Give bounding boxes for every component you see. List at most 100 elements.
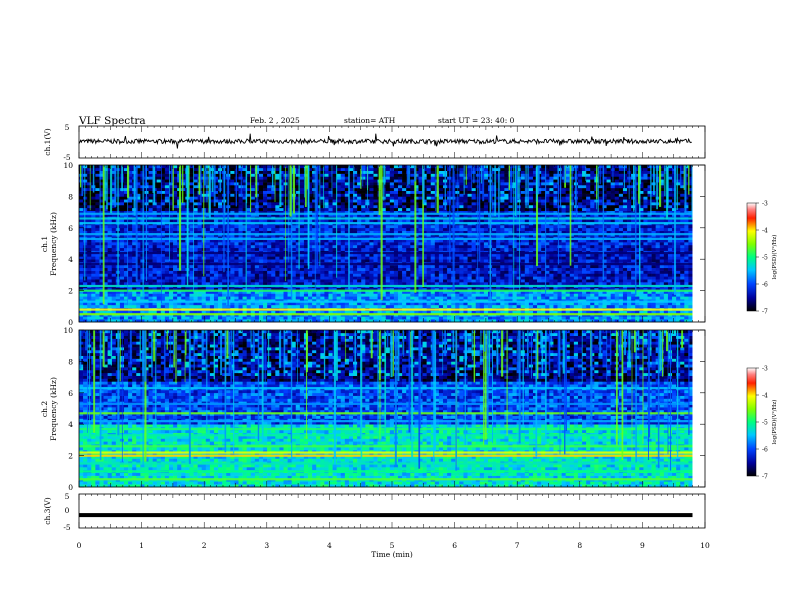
spectrogram-cell: [480, 276, 484, 279]
spectrogram-cell: [353, 293, 357, 296]
spectrogram-cell: [504, 265, 508, 268]
spectrogram-cell: [443, 279, 447, 282]
spectrogram-cell: [95, 265, 99, 268]
spectrogram-cell: [619, 265, 623, 268]
spectrogram-cell: [639, 293, 643, 296]
spectrogram-cell: [447, 316, 451, 319]
spectrogram-cell: [79, 296, 83, 299]
spectrogram-cell: [541, 268, 545, 271]
spectrogram-cell: [386, 316, 390, 319]
spectrogram-cell: [549, 276, 553, 279]
spectrogram-cell: [631, 279, 635, 282]
spectrogram-cell: [214, 273, 218, 276]
spectrogram-cell: [406, 271, 410, 274]
spectrogram-cell: [210, 305, 214, 308]
spectrogram-cell: [431, 276, 435, 279]
spectrogram-cell: [324, 296, 328, 299]
spectrogram-cell: [140, 282, 144, 285]
spectrogram-cell: [484, 282, 488, 285]
spectrogram-cell: [365, 273, 369, 276]
spectrogram-cell: [611, 268, 615, 271]
spectrogram-cell: [443, 276, 447, 279]
spectrogram-cell: [463, 273, 467, 276]
spectrogram-cell: [189, 316, 193, 319]
spectrogram-cell: [623, 293, 627, 296]
spectrogram-cell: [570, 273, 574, 276]
spectrogram-cell: [83, 296, 87, 299]
spectrogram-cell: [83, 259, 87, 262]
spectrogram-cell: [177, 305, 181, 308]
spectrogram-cell: [472, 293, 476, 296]
spectrogram-cell: [439, 282, 443, 285]
spectrogram-cell: [574, 268, 578, 271]
spectrogram-cell: [455, 282, 459, 285]
spectrogram-cell: [279, 268, 283, 271]
spectrogram-cell: [169, 271, 173, 274]
spectrogram-cell: [558, 273, 562, 276]
spectrogram-cell: [108, 259, 112, 262]
spectrogram-cell: [373, 296, 377, 299]
spectrogram-cell: [402, 282, 406, 285]
spectrogram-cell: [194, 282, 198, 285]
spectrogram-cell: [615, 293, 619, 296]
spectrogram-cell: [598, 271, 602, 274]
spectrogram-cell: [562, 282, 566, 285]
spectrogram-cell: [513, 296, 517, 299]
spectrogram-cell: [247, 265, 251, 268]
spectrogram-cell: [513, 276, 517, 279]
spectrogram-cell: [153, 273, 157, 276]
spectrogram-cell: [353, 282, 357, 285]
spectrogram-cell: [275, 271, 279, 274]
spectrogram-cell: [365, 305, 369, 308]
spectrogram-cell: [140, 276, 144, 279]
spectrogram-cell: [243, 293, 247, 296]
spectrogram-cell: [279, 296, 283, 299]
spectrogram-cell: [144, 293, 148, 296]
spectrogram-cell: [652, 265, 656, 268]
spectrogram-cell: [300, 305, 304, 308]
spectrogram-cell: [615, 273, 619, 276]
spectrogram-cell: [394, 282, 398, 285]
spectrogram-cell: [140, 259, 144, 262]
spectrogram-cell: [267, 293, 271, 296]
spectrogram-cell: [108, 268, 112, 271]
spectrogram-cell: [668, 279, 672, 282]
spectrogram-cell: [562, 276, 566, 279]
spectrogram-cell: [476, 305, 480, 308]
spectrogram-cell: [533, 276, 537, 279]
spectrogram-cell: [504, 282, 508, 285]
spectrogram-cell: [541, 276, 545, 279]
spectrogram-cell: [615, 296, 619, 299]
spectrogram-cell: [680, 316, 684, 319]
spectrogram-cell: [521, 279, 525, 282]
spectrogram-cell: [365, 293, 369, 296]
spectrogram-cell: [611, 273, 615, 276]
spectrogram-cell: [328, 265, 332, 268]
spectrogram-cell: [623, 273, 627, 276]
spectrogram-cell: [533, 296, 537, 299]
spectrogram-cell: [500, 316, 504, 319]
spectrogram-cell: [566, 268, 570, 271]
spectrogram-cell: [517, 282, 521, 285]
spectrogram-cell: [169, 305, 173, 308]
spectrogram-cell: [108, 282, 112, 285]
spectrogram-cell: [619, 293, 623, 296]
ch1-ytick-top: 5: [65, 123, 70, 132]
spectrogram-cell: [267, 265, 271, 268]
spectrogram-cell: [627, 271, 631, 274]
spectrogram-cell: [353, 268, 357, 271]
spectrogram-cell: [435, 279, 439, 282]
spectrogram-cell: [664, 316, 668, 319]
spectrogram-cell: [271, 293, 275, 296]
spectrogram-cell: [140, 268, 144, 271]
spectrogram-cell: [455, 271, 459, 274]
spectrogram-cell: [91, 265, 95, 268]
spectrogram-cell: [239, 316, 243, 319]
spectrogram-cell: [79, 316, 83, 319]
spectrogram-cell: [194, 296, 198, 299]
spectrogram-cell: [328, 296, 332, 299]
spectrogram-cell: [312, 271, 316, 274]
spectrogram-cell: [373, 265, 377, 268]
spectrogram-cell: [574, 271, 578, 274]
spectrogram-cell: [91, 316, 95, 319]
